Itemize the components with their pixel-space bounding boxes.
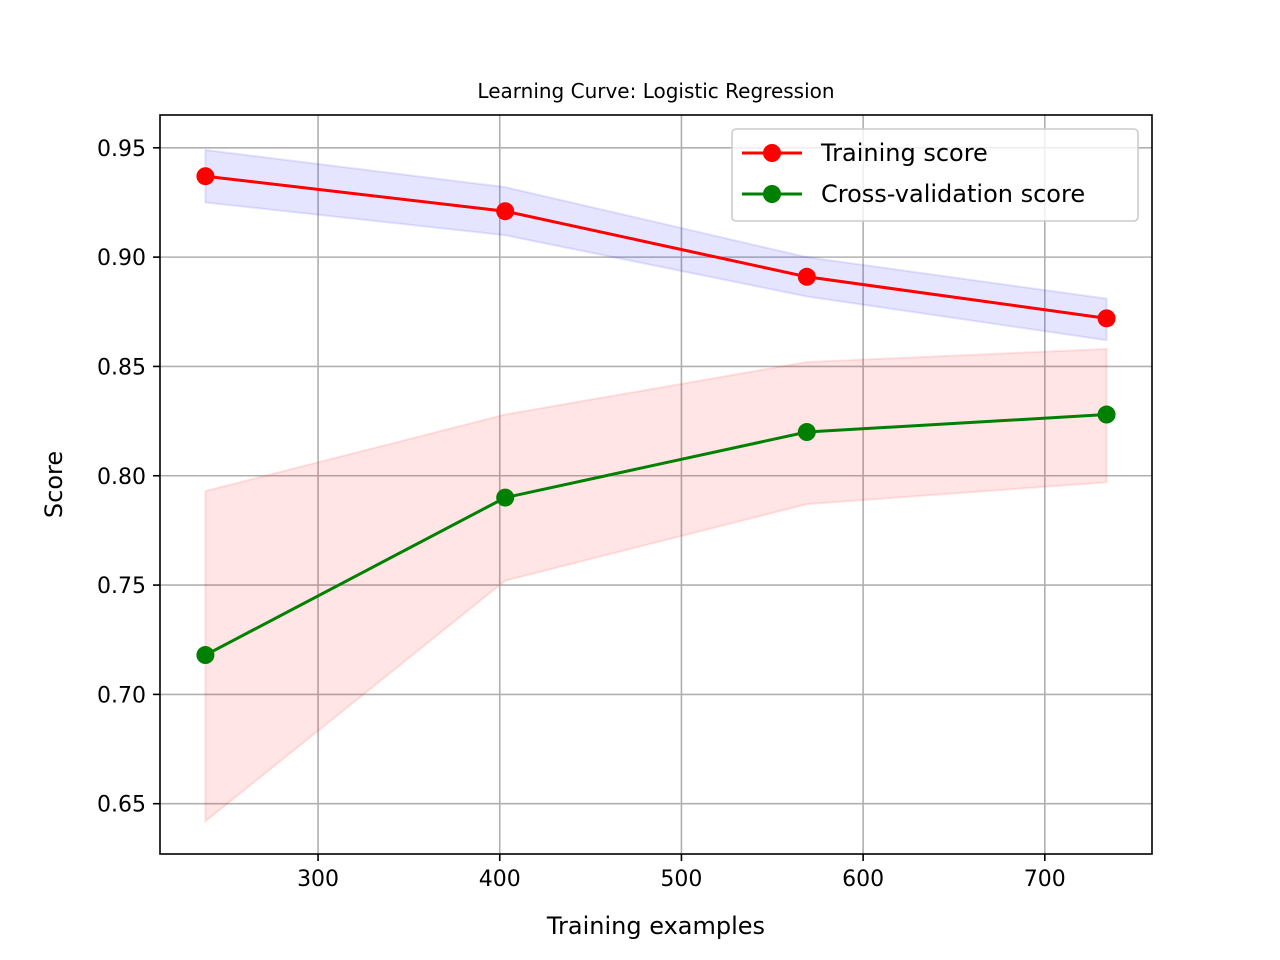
x-tick-label: 300 [297,867,339,892]
y-tick-label: 0.85 [97,355,146,380]
cross-validation-score-point [798,423,816,441]
x-tick-label: 400 [479,867,521,892]
y-tick-label: 0.70 [97,683,146,708]
training-score-point [196,167,214,185]
cross-validation-score-point [1098,406,1116,424]
legend-marker-training [763,144,781,162]
y-axis-label: Score [40,451,68,518]
y-tick-label: 0.65 [97,793,146,818]
y-tick-label: 0.80 [97,465,146,490]
x-axis-label: Training examples [546,912,765,940]
y-tick-label: 0.90 [97,246,146,271]
cross-validation-score-point [496,489,514,507]
cross-validation-score-point [196,646,214,664]
x-tick-label: 700 [1024,867,1066,892]
legend-label-cross-validation: Cross-validation score [821,180,1085,208]
training-score-point [1098,309,1116,327]
x-tick-label: 600 [842,867,884,892]
legend: Training score Cross-validation score [732,129,1138,221]
chart-title: Learning Curve: Logistic Regression [477,79,834,103]
legend-label-training: Training score [820,139,988,167]
training-score-point [496,202,514,220]
x-tick-label: 500 [660,867,702,892]
y-tick-label: 0.75 [97,574,146,599]
training-score-point [798,268,816,286]
y-tick-label: 0.95 [97,137,146,162]
legend-marker-cross-validation [763,185,781,203]
